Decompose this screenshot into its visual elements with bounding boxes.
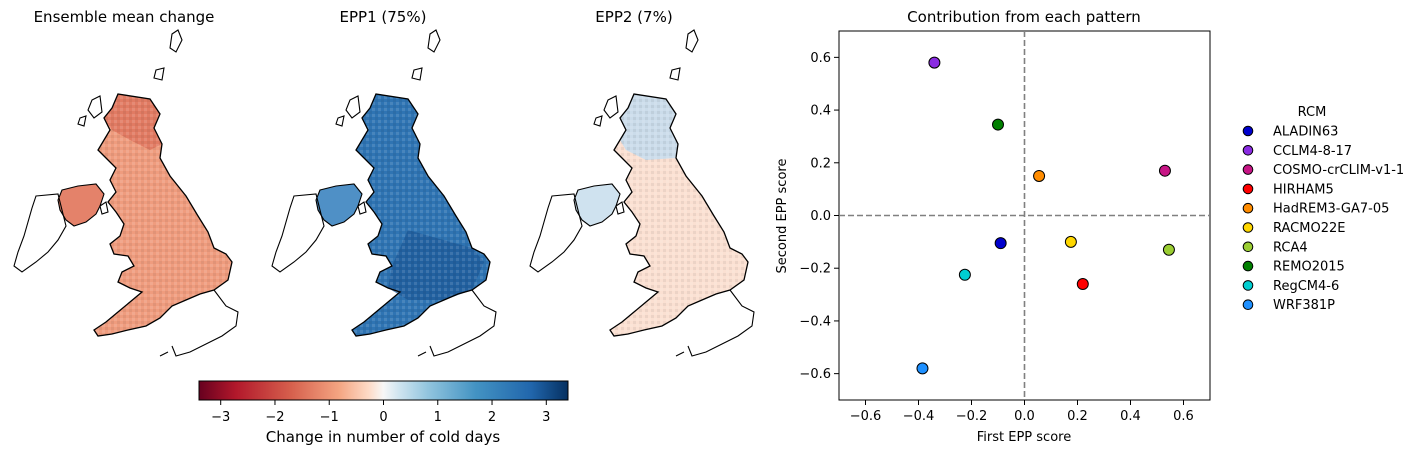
- island-coastline: [411, 67, 423, 81]
- ni-fill: [316, 184, 362, 226]
- map-title-ensemble: Ensemble mean change: [34, 8, 215, 26]
- legend-marker: [1242, 164, 1254, 175]
- legend-label: HIRHAM5: [1273, 182, 1334, 197]
- island-coastline: [603, 95, 619, 119]
- legend-label: COSMO-crCLIM-v1-1: [1273, 163, 1404, 178]
- island-coastline: [593, 115, 603, 127]
- y-axis-label: Second EPP score: [775, 159, 790, 274]
- legend-title: RCM: [1298, 105, 1327, 120]
- x-tick-label: 0.6: [1173, 409, 1194, 424]
- island-coastline: [153, 67, 165, 81]
- legend-label: REMO2015: [1273, 260, 1345, 275]
- legend-label: WRF381P: [1273, 298, 1335, 313]
- legend-marker: [1242, 145, 1254, 156]
- y-tick-label: 0.4: [810, 104, 831, 119]
- island-coastline: [427, 29, 441, 53]
- point-racmo22e: [1064, 235, 1077, 248]
- legend-label: ALADIN63: [1273, 125, 1338, 140]
- colorbar-tick-label: 1: [434, 410, 442, 425]
- island-coastline: [335, 115, 345, 127]
- coast-detail: [159, 289, 239, 357]
- legend-marker: [1242, 183, 1254, 195]
- ireland-coastline: [271, 193, 325, 273]
- legend-marker: [1242, 260, 1254, 272]
- epp2-map: [529, 29, 755, 357]
- point-remo2015: [992, 118, 1004, 131]
- colorbar-tick-label: 0: [379, 410, 387, 425]
- island-coastline: [99, 201, 109, 215]
- x-tick-label: 0.2: [1067, 409, 1088, 424]
- point-rca4: [1162, 243, 1175, 256]
- legend-marker: [1242, 222, 1254, 233]
- scatter-plot: −0.6 −0.4 −0.2 0.0 0.2 0.4 0.6 −0.6 −0.4 −0.2 0.0 0…: [775, 30, 1211, 445]
- island-coastline: [615, 201, 625, 215]
- y-tick-label: 0.0: [810, 209, 831, 224]
- island-coastline: [87, 95, 103, 119]
- legend-marker: [1242, 241, 1254, 253]
- y-tick-label: −0.4: [799, 314, 831, 329]
- legend: RCM ALADIN63 CCLM4-8-17 COSMO-crCLIM-v1-1 H…: [1242, 105, 1404, 313]
- point-cosmo-crclim-v1-1: [1158, 164, 1171, 177]
- colorbar-tick-label: −3: [211, 410, 230, 425]
- colorbar: −3 −2 −1 0 1 2 3 Change in number of cold days: [198, 380, 569, 446]
- legend-label: HadREM3-GA7-05: [1273, 202, 1389, 217]
- ireland-coastline: [13, 193, 67, 273]
- point-hirham5: [1076, 278, 1089, 291]
- point-cclm4-8-17: [928, 56, 941, 69]
- x-tick-label: 0.0: [1014, 409, 1035, 424]
- x-tick-label: −0.6: [850, 409, 882, 424]
- y-tick-label: 0.2: [810, 156, 831, 171]
- coast-detail: [417, 289, 497, 357]
- point-hadrem3-ga7-05: [1033, 169, 1046, 182]
- map-title-epp2: EPP2 (7%): [595, 8, 672, 26]
- ensemble-mean-change-map: [13, 29, 239, 357]
- y-tick-label: −0.6: [799, 367, 831, 382]
- gb-coastline: [351, 93, 491, 337]
- x-tick-label: 0.4: [1120, 409, 1141, 424]
- ni-fill: [574, 184, 620, 226]
- map-title-epp1: EPP1 (75%): [340, 8, 427, 26]
- ni-coastline: [573, 183, 621, 227]
- point-wrf381p: [916, 362, 929, 375]
- x-tick-label: −0.2: [956, 409, 988, 424]
- x-tick-label: −0.4: [903, 409, 935, 424]
- colorbar-tick-label: 3: [542, 410, 550, 425]
- coast-detail: [675, 289, 755, 357]
- scatter-title: Contribution from each pattern: [907, 8, 1141, 26]
- ireland-coastline: [529, 193, 583, 273]
- ni-fill: [58, 184, 104, 226]
- epp1-map: [271, 29, 497, 357]
- legend-marker: [1242, 280, 1254, 291]
- island-coastline: [77, 115, 87, 127]
- legend-marker: [1242, 125, 1254, 137]
- island-coastline: [357, 201, 367, 215]
- x-axis-label: First EPP score: [977, 430, 1071, 445]
- colorbar-tick-label: −1: [320, 410, 339, 425]
- colorbar-label: Change in number of cold days: [266, 428, 501, 446]
- island-coastline: [685, 29, 699, 53]
- point-regcm4-6: [958, 268, 971, 281]
- y-tick-label: −0.2: [799, 262, 831, 277]
- island-coastline: [169, 29, 183, 53]
- colorbar-gradient: [198, 380, 569, 401]
- legend-label: RegCM4-6: [1273, 279, 1339, 294]
- island-coastline: [669, 67, 681, 81]
- legend-label: CCLM4-8-17: [1273, 144, 1352, 159]
- gb-coastline: [93, 93, 233, 337]
- ni-coastline: [315, 183, 363, 227]
- legend-marker: [1242, 299, 1254, 311]
- y-tick-label: 0.6: [810, 51, 831, 66]
- colorbar-tick-label: −2: [265, 410, 284, 425]
- island-coastline: [345, 95, 361, 119]
- legend-label: RCA4: [1273, 240, 1308, 255]
- ni-coastline: [57, 183, 105, 227]
- point-aladin63: [994, 237, 1007, 250]
- colorbar-tick-label: 2: [488, 410, 496, 425]
- legend-label: RACMO22E: [1273, 221, 1345, 236]
- legend-marker: [1242, 202, 1254, 214]
- gb-coastline: [609, 93, 749, 337]
